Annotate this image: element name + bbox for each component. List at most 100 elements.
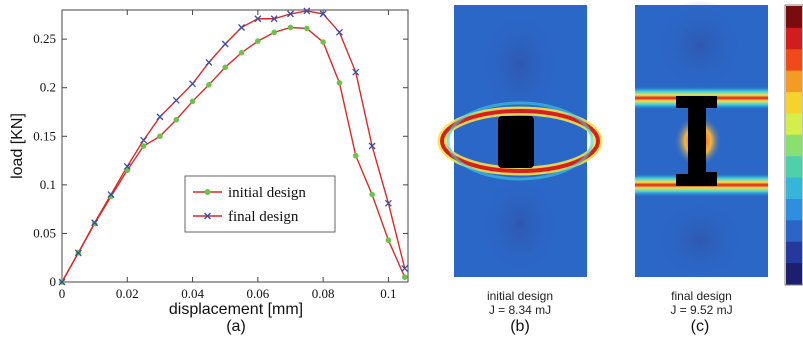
- legend: initial design final design: [184, 175, 336, 233]
- field-c-lobe-bottom: [655, 200, 745, 280]
- colorbar-segment: [786, 27, 802, 50]
- data-point-final: [270, 15, 278, 23]
- data-point-initial: [140, 143, 147, 149]
- initial-design-field: [437, 5, 603, 277]
- data-point-initial: [173, 116, 180, 123]
- legend-marker-final: [204, 212, 211, 220]
- data-point-final: [303, 7, 311, 15]
- series-line-final: [61, 10, 406, 283]
- legend-label-final: final design: [228, 209, 299, 225]
- data-point-final: [58, 278, 66, 286]
- data-point-initial: [352, 152, 359, 159]
- data-point-initial: [271, 29, 277, 36]
- panel-label-a: (a): [226, 318, 246, 335]
- x-tick-label: 0: [59, 286, 66, 301]
- data-point-final: [368, 142, 376, 150]
- caption-final-design: final design J = 9.52 mJ: [635, 289, 768, 317]
- plot-frame: [61, 9, 409, 283]
- y-tick-label: 0.05: [33, 225, 56, 240]
- colorbar-segment: [786, 48, 802, 71]
- data-point-final: [319, 10, 327, 18]
- caption-initial-title: initial design: [486, 289, 554, 303]
- data-point-final: [221, 40, 229, 48]
- data-point-initial: [124, 167, 131, 174]
- y-tick-label: 0.1: [40, 177, 56, 192]
- data-point-initial: [91, 220, 98, 227]
- caption-initial-energy: J = 8.34 mJ: [488, 303, 552, 317]
- data-point-initial: [206, 82, 212, 88]
- colorbar-segment: [786, 198, 802, 221]
- y-tick-label: 0.2: [40, 80, 56, 95]
- data-point-final: [352, 68, 360, 76]
- colorbar-segment: [786, 219, 802, 242]
- x-axis-label: displacement [mm]: [169, 301, 303, 318]
- data-point-final: [238, 24, 245, 31]
- caption-initial-design: initial design J = 8.34 mJ: [455, 289, 585, 317]
- y-tick-label: 0.15: [33, 128, 56, 143]
- colorbar-segment: [786, 241, 802, 264]
- data-point-final: [91, 219, 99, 227]
- legend-box: [184, 175, 336, 233]
- series-line-initial: [61, 26, 406, 283]
- data-point-final: [156, 113, 164, 121]
- colorbar-segment: [786, 70, 802, 93]
- field-b-lobe-top: [480, 10, 560, 120]
- data-point-initial: [238, 49, 245, 56]
- x-tick-label: 0.1: [380, 286, 396, 301]
- field-b-ring-glow: [446, 101, 594, 181]
- data-point-initial: [255, 38, 261, 44]
- data-point-final: [189, 80, 197, 88]
- data-point-initial: [320, 39, 326, 45]
- x-tick-label: 0.06: [246, 286, 269, 301]
- x-tick-label: 0.08: [312, 286, 335, 301]
- legend-marker-initial: [204, 189, 211, 195]
- data-point-final: [335, 28, 343, 36]
- data-point-final: [205, 58, 213, 66]
- series-layer: [58, 7, 409, 286]
- data-point-final: [172, 96, 180, 104]
- data-point-final: [384, 199, 392, 207]
- colorbar-segment: [786, 177, 802, 199]
- y-tick-label: 0: [50, 274, 57, 289]
- x-tick-label: 0.04: [181, 286, 204, 301]
- colorbar: [784, 4, 803, 286]
- field-b-void: [498, 116, 534, 168]
- x-tick-label: 0.02: [116, 286, 139, 301]
- colorbar-segment: [786, 6, 802, 28]
- caption-final-title: final design: [671, 289, 732, 303]
- field-c-lobe-top: [655, 0, 745, 90]
- field-b-lobe-bottom: [480, 175, 560, 275]
- y-axis-label: load [KN]: [9, 113, 26, 179]
- load-displacement-chart: 0 0.02 0.04 0.06 0.08 0.100.050.10.150.20.25 …: [9, 7, 409, 318]
- data-point-final: [74, 249, 82, 257]
- colorbar-segment: [786, 155, 802, 178]
- panel-label-c: (c): [690, 318, 710, 335]
- data-point-final: [107, 191, 115, 199]
- data-point-initial: [287, 24, 294, 31]
- data-point-initial: [157, 133, 163, 140]
- data-point-final: [287, 10, 294, 18]
- data-point-final: [401, 264, 409, 272]
- field-b-ring-core: [440, 109, 600, 173]
- data-point-initial: [222, 64, 229, 71]
- legend-label-initial: initial design: [228, 185, 306, 201]
- data-point-initial: [385, 237, 392, 244]
- colorbar-frame: [784, 4, 803, 286]
- colorbar-segment: [786, 262, 802, 285]
- colorbar-segment: [786, 112, 802, 135]
- final-design-field: [635, 0, 768, 280]
- data-point-initial: [401, 274, 408, 280]
- y-tick-label: 0.25: [33, 31, 56, 46]
- colorbar-segment: [786, 134, 802, 157]
- data-point-final: [254, 15, 262, 23]
- colorbar-segment: [786, 91, 802, 114]
- field-c-void: [676, 96, 717, 186]
- data-point-final: [140, 136, 148, 144]
- data-point-initial: [304, 25, 310, 32]
- panel-label-b: (b): [510, 318, 530, 335]
- axis-ticks: 0 0.02 0.04 0.06 0.08 0.1 0 0.05 0.1 0.15 0.2 0.25: [33, 10, 408, 301]
- data-point-initial: [369, 191, 375, 198]
- data-point-final: [123, 162, 131, 170]
- data-point-initial: [336, 80, 343, 86]
